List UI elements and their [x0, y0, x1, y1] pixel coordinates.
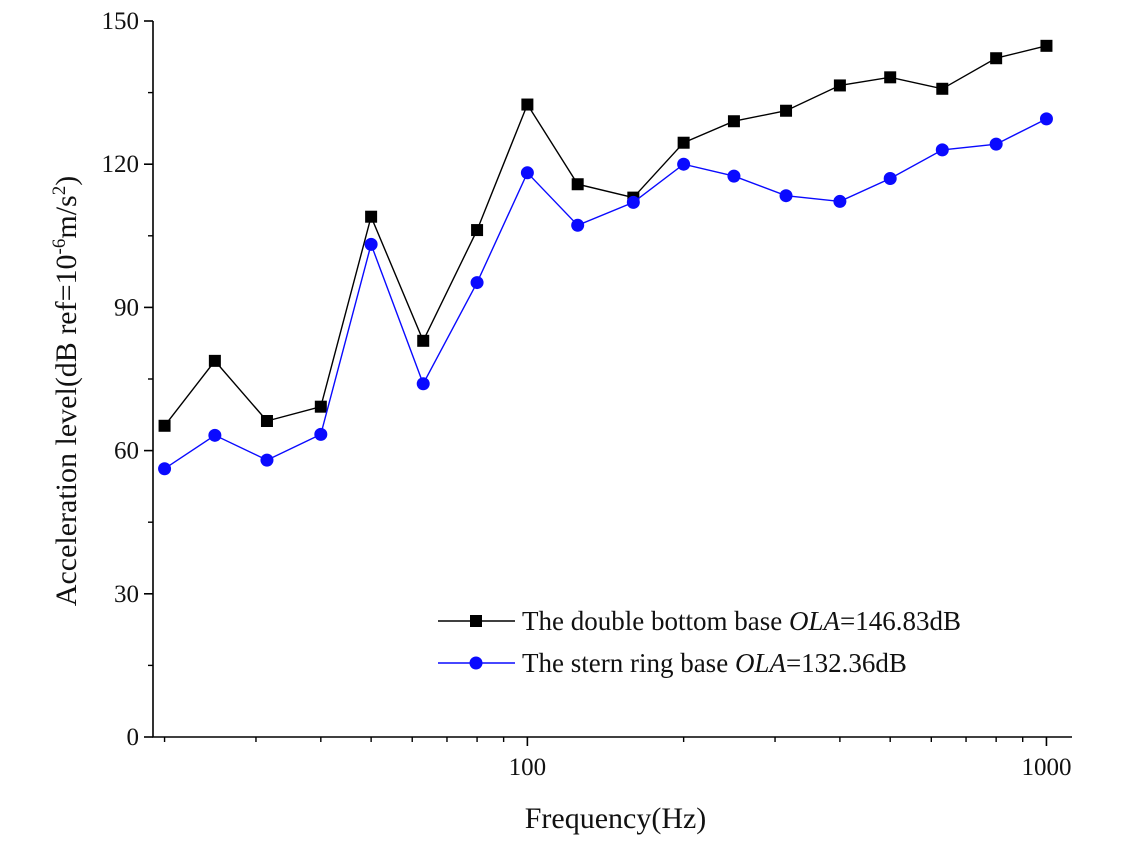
- series-2: [158, 112, 1053, 476]
- y-tick-label: 150: [102, 8, 140, 35]
- data-point: [208, 428, 222, 442]
- data-point: [884, 71, 897, 84]
- y-axis-title-sup2: 2: [49, 186, 70, 196]
- y-tick-label: 0: [127, 724, 140, 751]
- data-point: [780, 104, 793, 117]
- data-point: [833, 194, 847, 208]
- data-point: [260, 415, 273, 428]
- data-point: [416, 377, 430, 391]
- data-point: [571, 218, 585, 232]
- y-axis-title-end: ): [50, 176, 83, 186]
- y-tick-label: 90: [114, 294, 139, 321]
- data-point: [520, 166, 534, 180]
- legend-label-suffix: =146.83dB: [840, 606, 961, 636]
- series-line: [164, 45, 1047, 427]
- legend-label-italic: OLA: [789, 606, 841, 636]
- legend-label-name: The double bottom base: [522, 606, 789, 636]
- series-1: [158, 39, 1053, 432]
- data-point: [989, 137, 1003, 151]
- legend-label-suffix: =132.36dB: [786, 648, 907, 678]
- series-line: [164, 118, 1047, 470]
- data-point: [314, 427, 328, 441]
- data-point: [208, 354, 221, 367]
- series-layer: [158, 39, 1053, 476]
- data-point: [779, 189, 793, 203]
- data-point: [935, 143, 949, 157]
- x-axis-title: Frequency(Hz): [525, 802, 707, 835]
- data-point: [314, 400, 327, 413]
- data-point: [521, 98, 534, 111]
- data-point: [364, 237, 378, 251]
- data-point: [571, 178, 584, 191]
- data-point: [833, 79, 846, 92]
- data-point: [260, 453, 274, 467]
- data-point: [1040, 39, 1053, 52]
- data-point: [470, 276, 484, 290]
- data-point: [883, 172, 897, 186]
- data-point: [990, 52, 1003, 65]
- y-axis-title-mid: m/s: [50, 195, 83, 238]
- legend-label: The double bottom base OLA=146.83dB: [522, 606, 961, 636]
- data-point: [727, 169, 741, 183]
- ticks: [144, 20, 1048, 746]
- x-tick-label: 100: [509, 754, 547, 781]
- legend-marker: [470, 615, 482, 627]
- tick-labels: 0 30 60 90 120 150 100 1000: [102, 8, 1072, 781]
- legend-label-name: The stern ring base: [522, 648, 735, 678]
- legend-label-italic: OLA: [735, 648, 787, 678]
- y-axis-title-sup1: -6: [49, 239, 70, 255]
- data-point: [727, 115, 740, 128]
- data-point: [1039, 112, 1053, 126]
- data-point: [158, 462, 172, 476]
- data-point: [936, 82, 949, 95]
- data-point: [471, 224, 484, 237]
- y-tick-label: 120: [102, 151, 140, 178]
- y-tick-label: 30: [114, 581, 139, 608]
- y-axis-title: Acceleration level(dB ref=10-6m/s2): [49, 176, 83, 606]
- legend-marker: [469, 656, 483, 670]
- data-point: [677, 157, 691, 171]
- data-point: [677, 136, 690, 149]
- data-point: [158, 419, 171, 432]
- y-tick-label: 60: [114, 438, 139, 465]
- legend-label: The stern ring base OLA=132.36dB: [522, 648, 907, 678]
- data-point: [626, 195, 640, 209]
- x-tick-label: 1000: [1021, 754, 1071, 781]
- y-axis-title-main: Acceleration level(dB ref=10: [50, 254, 83, 606]
- data-point: [417, 334, 430, 347]
- data-point: [365, 210, 378, 223]
